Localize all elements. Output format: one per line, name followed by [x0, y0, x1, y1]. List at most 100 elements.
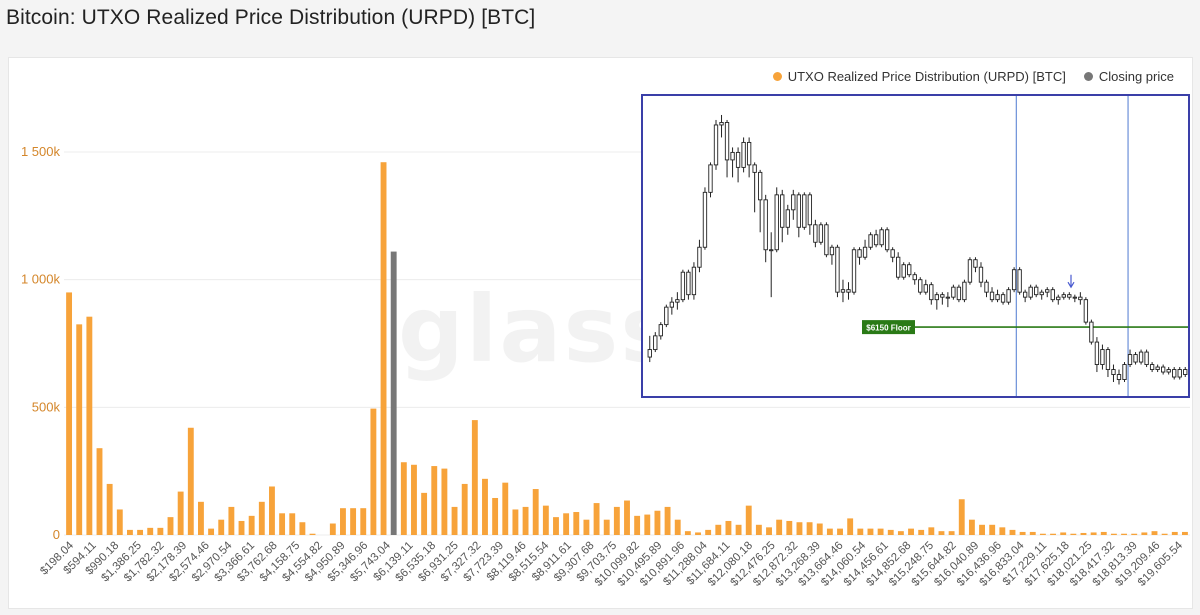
urpd-bar[interactable] [1019, 531, 1026, 535]
urpd-bar[interactable] [137, 529, 144, 535]
urpd-bar[interactable] [502, 482, 509, 535]
urpd-bar[interactable] [948, 531, 955, 535]
urpd-bar[interactable] [208, 528, 215, 535]
urpd-bar[interactable] [370, 408, 377, 535]
urpd-bar[interactable] [350, 508, 357, 535]
urpd-bar[interactable] [1039, 533, 1046, 535]
urpd-bar[interactable] [553, 517, 559, 535]
urpd-bar[interactable] [806, 522, 813, 535]
urpd-bar[interactable] [705, 529, 712, 535]
urpd-bar[interactable] [461, 483, 468, 535]
urpd-bar[interactable] [127, 529, 133, 535]
urpd-bar[interactable] [380, 162, 387, 535]
urpd-bar[interactable] [1009, 529, 1016, 535]
urpd-bar[interactable] [1070, 533, 1077, 535]
urpd-bar[interactable] [228, 506, 235, 535]
urpd-bar[interactable] [279, 513, 286, 535]
urpd-bar[interactable] [786, 520, 793, 535]
urpd-bar[interactable] [979, 524, 985, 535]
urpd-bar[interactable] [644, 514, 651, 535]
urpd-bar[interactable] [482, 478, 488, 535]
closing-price-bar[interactable] [390, 251, 397, 535]
urpd-bar[interactable] [745, 505, 752, 535]
urpd-bar[interactable] [603, 519, 610, 535]
urpd-bar[interactable] [441, 468, 448, 535]
urpd-bar[interactable] [755, 524, 762, 535]
urpd-bar[interactable] [451, 506, 458, 535]
urpd-bar[interactable] [1050, 533, 1056, 535]
urpd-bar[interactable] [1090, 532, 1097, 535]
urpd-bar[interactable] [329, 523, 336, 535]
urpd-bar[interactable] [1110, 533, 1117, 535]
urpd-bar[interactable] [360, 508, 367, 535]
urpd-bar[interactable] [989, 524, 996, 535]
urpd-bar[interactable] [563, 513, 570, 535]
urpd-bar[interactable] [684, 531, 691, 535]
urpd-bar[interactable] [1060, 532, 1067, 535]
urpd-bar[interactable] [1131, 533, 1138, 535]
urpd-bar[interactable] [877, 528, 884, 535]
urpd-bar[interactable] [664, 506, 671, 535]
urpd-bar[interactable] [735, 524, 742, 535]
legend-item-closing-price[interactable]: Closing price [1083, 69, 1174, 84]
urpd-bar[interactable] [624, 500, 630, 535]
urpd-bar[interactable] [157, 527, 164, 535]
urpd-bar[interactable] [654, 510, 661, 535]
urpd-bar[interactable] [421, 492, 428, 535]
urpd-bar[interactable] [583, 519, 590, 535]
urpd-bar[interactable] [512, 509, 519, 535]
urpd-bar[interactable] [96, 448, 103, 535]
urpd-bar[interactable] [776, 519, 783, 535]
urpd-bar[interactable] [400, 462, 407, 535]
urpd-bar[interactable] [116, 509, 123, 535]
urpd-bar[interactable] [258, 501, 265, 535]
urpd-bar[interactable] [248, 515, 255, 535]
urpd-bar[interactable] [1151, 531, 1158, 535]
urpd-bar[interactable] [897, 531, 904, 535]
urpd-bar[interactable] [725, 520, 732, 535]
urpd-bar[interactable] [289, 513, 296, 535]
legend-item-urpd[interactable]: UTXO Realized Price Distribution (URPD) … [772, 69, 1066, 84]
urpd-bar[interactable] [847, 518, 854, 535]
urpd-bar[interactable] [674, 519, 681, 535]
urpd-bar[interactable] [938, 531, 945, 535]
urpd-bar[interactable] [177, 491, 184, 535]
urpd-bar[interactable] [76, 324, 83, 535]
urpd-bar[interactable] [187, 427, 194, 535]
urpd-bar[interactable] [1161, 533, 1168, 535]
urpd-bar[interactable] [269, 486, 275, 535]
urpd-bar[interactable] [1029, 531, 1036, 535]
urpd-bar[interactable] [532, 489, 539, 535]
urpd-bar[interactable] [958, 499, 965, 535]
urpd-bar[interactable] [167, 517, 174, 535]
urpd-bar[interactable] [766, 527, 772, 535]
urpd-bar[interactable] [1080, 532, 1087, 535]
urpd-bar[interactable] [106, 483, 113, 535]
urpd-bar[interactable] [634, 515, 641, 535]
urpd-bar[interactable] [928, 527, 935, 535]
urpd-bar[interactable] [147, 527, 154, 535]
urpd-bar[interactable] [613, 506, 620, 535]
urpd-bar[interactable] [593, 503, 600, 535]
urpd-bar[interactable] [309, 533, 316, 535]
urpd-bar[interactable] [1171, 531, 1178, 535]
urpd-bar[interactable] [1100, 531, 1107, 535]
urpd-bar[interactable] [471, 420, 478, 535]
urpd-bar[interactable] [573, 512, 580, 535]
urpd-bar[interactable] [908, 528, 914, 535]
urpd-bar[interactable] [66, 292, 73, 535]
urpd-bar[interactable] [1181, 531, 1188, 535]
urpd-bar[interactable] [796, 522, 803, 535]
urpd-bar[interactable] [887, 529, 894, 535]
urpd-bar[interactable] [431, 466, 438, 535]
urpd-bar[interactable] [918, 529, 925, 535]
urpd-bar[interactable] [816, 523, 823, 535]
urpd-bar[interactable] [715, 524, 722, 535]
urpd-bar[interactable] [86, 316, 93, 535]
urpd-bar[interactable] [198, 501, 204, 535]
urpd-bar[interactable] [492, 497, 499, 535]
urpd-bar[interactable] [826, 528, 833, 535]
urpd-bar[interactable] [968, 519, 975, 535]
urpd-bar[interactable] [857, 528, 864, 535]
urpd-bar[interactable] [1141, 532, 1148, 535]
